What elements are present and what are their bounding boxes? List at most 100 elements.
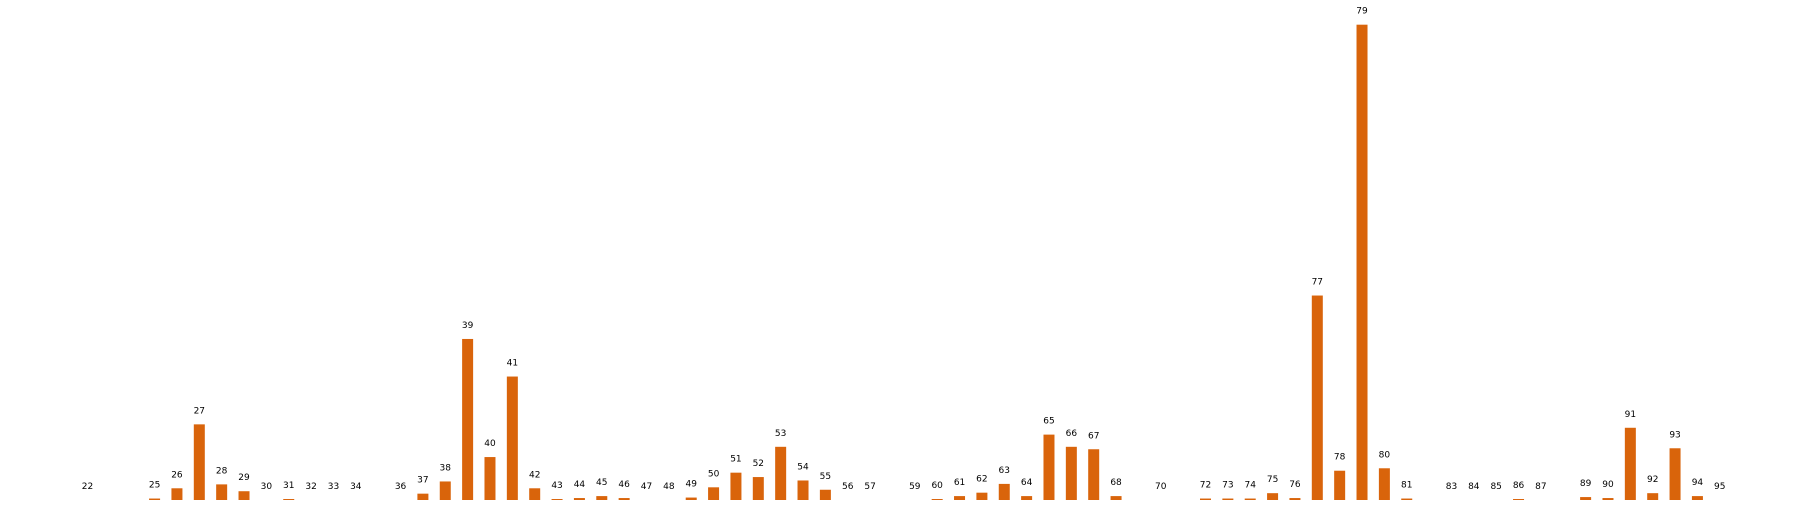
- bar-label-67: 67: [1088, 431, 1099, 441]
- bar-76: [1289, 498, 1301, 500]
- bar-label-91: 91: [1625, 410, 1636, 420]
- bar-64: [1021, 496, 1033, 500]
- bar-label-45: 45: [596, 478, 607, 488]
- bar-label-39: 39: [462, 321, 474, 331]
- bar-label-63: 63: [999, 466, 1010, 476]
- bar-label-59: 59: [909, 482, 921, 492]
- bar-label-34: 34: [350, 482, 362, 492]
- bar-40: [484, 457, 496, 500]
- bar-25: [149, 498, 161, 500]
- bar-45: [596, 496, 608, 500]
- bar-89: [1580, 497, 1592, 500]
- bar-26: [171, 488, 183, 500]
- bar-label-55: 55: [820, 472, 831, 482]
- bar-label-30: 30: [261, 482, 273, 492]
- bar-label-22: 22: [82, 482, 93, 492]
- bar-label-29: 29: [238, 473, 250, 483]
- bar-label-78: 78: [1334, 453, 1346, 463]
- bar-46: [618, 498, 630, 500]
- bar-label-62: 62: [976, 475, 987, 485]
- bar-42: [529, 488, 541, 500]
- bar-label-37: 37: [417, 476, 428, 486]
- bar-label-89: 89: [1580, 479, 1592, 489]
- bar-55: [819, 489, 831, 500]
- bar-label-93: 93: [1669, 430, 1680, 440]
- bar-90: [1602, 498, 1614, 500]
- bar-label-48: 48: [663, 482, 675, 492]
- bar-label-31: 31: [283, 481, 294, 491]
- bar-label-26: 26: [171, 470, 183, 480]
- bar-label-38: 38: [440, 463, 452, 473]
- bar-label-86: 86: [1513, 481, 1525, 491]
- bar-label-77: 77: [1312, 278, 1323, 288]
- bar-44: [573, 498, 585, 500]
- bar-49: [685, 497, 697, 500]
- bar-65: [1043, 434, 1055, 500]
- bar-label-50: 50: [708, 469, 720, 479]
- bar-label-90: 90: [1602, 480, 1614, 490]
- bar-label-41: 41: [507, 359, 518, 369]
- bar-61: [954, 496, 966, 500]
- bar-label-72: 72: [1200, 481, 1211, 491]
- bar-label-25: 25: [149, 481, 160, 491]
- bar-label-73: 73: [1222, 481, 1233, 491]
- bar-label-33: 33: [328, 482, 339, 492]
- bar-80: [1378, 468, 1390, 500]
- bar-label-56: 56: [842, 482, 854, 492]
- bar-37: [417, 493, 429, 500]
- bar-label-27: 27: [194, 406, 205, 416]
- bar-label-81: 81: [1401, 481, 1412, 491]
- bar-39: [462, 338, 474, 500]
- bar-73: [1222, 498, 1234, 500]
- bar-label-84: 84: [1468, 482, 1480, 492]
- bar-74: [1244, 498, 1256, 500]
- bar-label-44: 44: [574, 480, 586, 490]
- bar-label-70: 70: [1155, 482, 1167, 492]
- bar-label-68: 68: [1110, 478, 1122, 488]
- labels-layer: 22 25 26 27 28 29 30 31 32 33 34 36 37 38 39 40 41 42 43 44…: [82, 7, 1726, 492]
- bar-label-60: 60: [931, 481, 943, 491]
- bar-label-28: 28: [216, 466, 228, 476]
- bar-label-74: 74: [1244, 481, 1256, 491]
- bar-label-49: 49: [685, 480, 697, 490]
- bar-78: [1334, 470, 1346, 500]
- bar-38: [439, 481, 451, 500]
- bar-label-57: 57: [864, 482, 875, 492]
- bar-label-95: 95: [1714, 482, 1725, 492]
- bar-41: [506, 376, 518, 500]
- bar-label-53: 53: [775, 429, 786, 439]
- bar-label-75: 75: [1267, 475, 1278, 485]
- bar-label-47: 47: [641, 482, 652, 492]
- bar-63: [998, 483, 1010, 500]
- bar-label-83: 83: [1446, 482, 1457, 492]
- bar-label-65: 65: [1043, 417, 1054, 427]
- bar-label-94: 94: [1692, 478, 1704, 488]
- bar-51: [730, 472, 742, 500]
- bar-92: [1647, 493, 1659, 500]
- bars-layer: [149, 24, 1703, 500]
- bar-label-46: 46: [618, 480, 630, 490]
- bar-53: [775, 446, 787, 500]
- bar-label-32: 32: [305, 482, 316, 492]
- bar-label-43: 43: [551, 481, 562, 491]
- bar-66: [1065, 446, 1077, 500]
- bar-label-85: 85: [1490, 482, 1501, 492]
- bar-label-64: 64: [1021, 478, 1033, 488]
- bar-52: [752, 477, 764, 500]
- bar-28: [216, 484, 228, 500]
- bar-93: [1669, 448, 1681, 500]
- bar-77: [1311, 295, 1323, 500]
- bar-68: [1110, 496, 1122, 500]
- bar-label-87: 87: [1535, 482, 1546, 492]
- bar-91: [1624, 427, 1636, 500]
- bar-label-79: 79: [1356, 7, 1368, 17]
- bar-54: [797, 480, 809, 500]
- bar-label-61: 61: [954, 478, 965, 488]
- bar-27: [193, 424, 205, 500]
- bar-62: [976, 492, 988, 500]
- bar-label-76: 76: [1289, 480, 1301, 490]
- bar-29: [238, 491, 250, 500]
- bar-label-92: 92: [1647, 475, 1658, 485]
